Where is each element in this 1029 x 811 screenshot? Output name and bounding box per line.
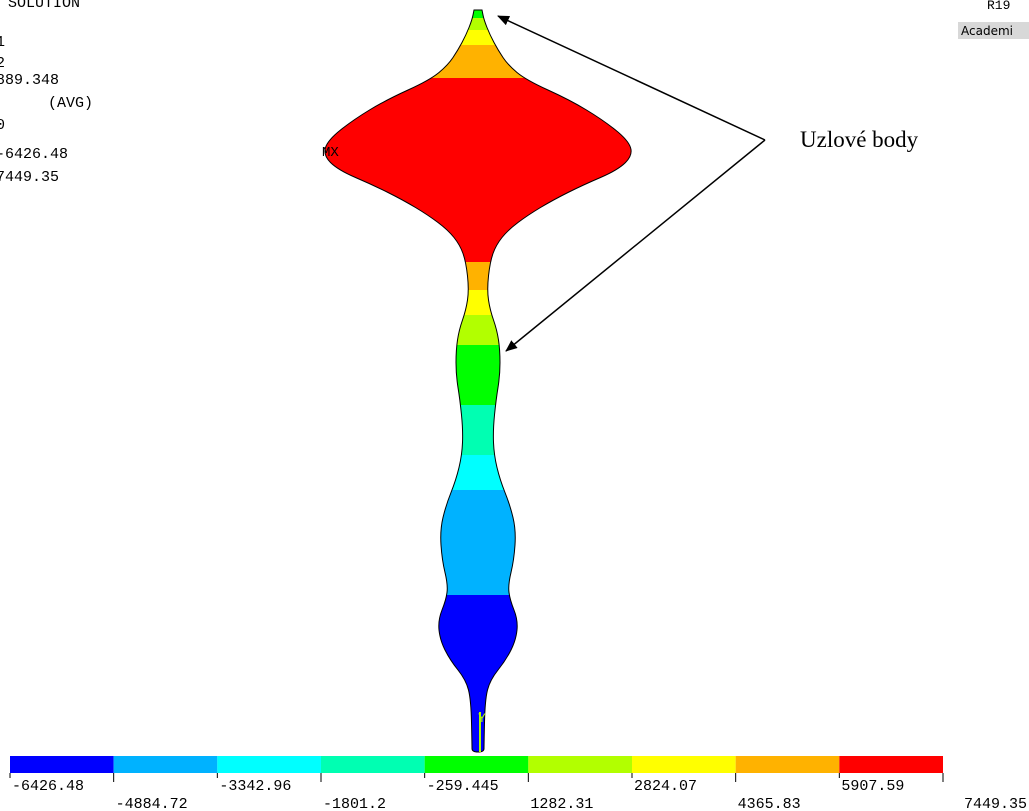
legend-swatch [735, 756, 840, 773]
arrow [497, 15, 766, 141]
body-outline [324, 9, 632, 753]
legend-label: 7449.35 [964, 796, 1027, 811]
info-line: 0 [0, 117, 5, 134]
legend-swatch [424, 756, 529, 773]
contour-band [324, 10, 632, 18]
legend-label: -6426.48 [12, 778, 84, 795]
contour-body [324, 10, 632, 752]
version: R19 [987, 0, 1010, 13]
info-line: -6426.48 [0, 146, 68, 163]
legend-label: 2824.07 [634, 778, 697, 795]
contour-band [324, 18, 632, 30]
legend-label: -3342.96 [219, 778, 291, 795]
contour-band [324, 345, 632, 405]
legend-label: 4365.83 [738, 796, 801, 811]
contour-band [324, 405, 632, 455]
legend-swatch [528, 756, 632, 773]
contour-band [324, 78, 632, 262]
legend-swatch [632, 756, 736, 773]
info-line: 1 [0, 34, 5, 51]
license-box [958, 22, 1029, 39]
arrow [505, 139, 766, 352]
axis-label: Y [478, 711, 486, 726]
contour-band [324, 315, 632, 345]
contour-band [324, 290, 632, 315]
info-line: (AVG) [48, 95, 93, 112]
contour-band [324, 45, 632, 78]
legend: -6426.48 -4884.72 -3342.96 -1801.2 -259.445 1… [9, 756, 1027, 811]
info-line: 2 [0, 55, 5, 72]
contour-band [324, 262, 632, 290]
max-marker: MX [322, 145, 339, 161]
legend-swatch [217, 756, 321, 773]
legend-swatch [321, 756, 425, 773]
license: Academi [961, 24, 1013, 38]
contour-band [324, 455, 632, 490]
legend-label: -1801.2 [323, 796, 386, 811]
legend-swatch [839, 756, 943, 773]
legend-swatch [113, 756, 218, 773]
info-line: SOLUTION [8, 0, 80, 12]
legend-label: -259.445 [427, 778, 499, 795]
legend-label: 1282.31 [530, 796, 593, 811]
info-line: 7449.35 [0, 169, 59, 186]
contour-band [324, 490, 632, 595]
annotation: Uzlové body [800, 127, 919, 152]
contour-band [324, 30, 632, 45]
legend-label: 5907.59 [841, 778, 904, 795]
legend-label: -4884.72 [116, 796, 188, 811]
info-line: 889.348 [0, 72, 59, 89]
legend-swatch [10, 756, 114, 773]
